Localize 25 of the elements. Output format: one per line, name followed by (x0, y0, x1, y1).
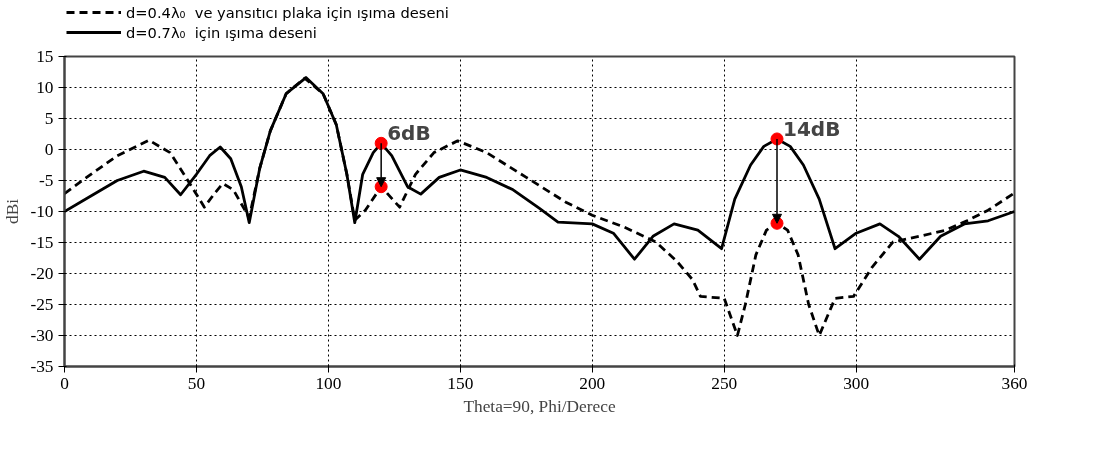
x-tick-label: 50 (187, 373, 206, 393)
x-axis-title: Theta=90, Phi/Derece (463, 396, 616, 416)
annotation: 6dB (387, 121, 431, 146)
x-tick-label: 100 (315, 373, 342, 393)
y-axis-title: dBi (3, 198, 23, 225)
annotation: 14dB (783, 116, 841, 141)
y-tick-label: 0 (44, 140, 54, 159)
y-tick-label: -25 (30, 295, 54, 314)
x-tick-label: 360 (1001, 373, 1028, 393)
y-tick-label: -30 (30, 326, 54, 345)
y-tick-label: -35 (30, 357, 54, 376)
x-tick-label: 250 (711, 373, 738, 393)
x-tick-label: 300 (843, 373, 870, 393)
y-tick-label: -10 (30, 202, 54, 221)
x-tick-label: 150 (447, 373, 474, 393)
legend-label: d=0.7λ₀ için ışıma deseni (126, 22, 317, 42)
y-tick-label: -5 (39, 171, 54, 190)
y-tick-label: -15 (30, 233, 54, 252)
y-tick-label: 10 (36, 78, 54, 97)
y-tick-label: -20 (30, 264, 54, 283)
y-tick-label: 5 (44, 109, 54, 128)
x-tick-label: 200 (579, 373, 606, 393)
y-tick-label: 15 (36, 47, 54, 66)
legend-label: d=0.4λ₀ ve yansıtıcı plaka için ışıma deseni (126, 2, 449, 22)
x-tick-label: 0 (60, 373, 69, 393)
